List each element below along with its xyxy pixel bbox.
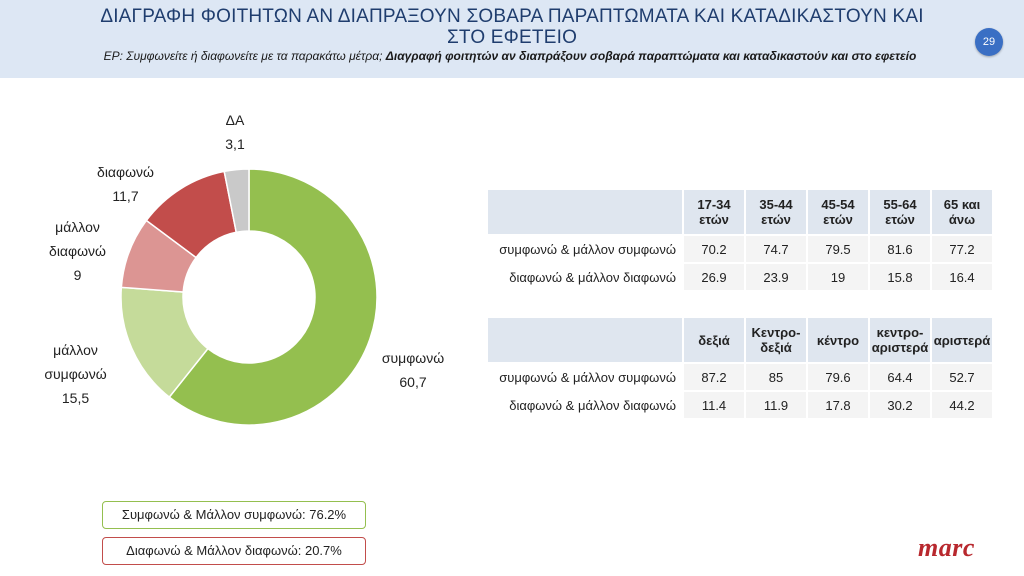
- age-table: 17-34 ετών 35-44 ετών 45-54 ετών 55-64 ε…: [486, 188, 994, 292]
- table-row: συμφωνώ & μάλλον συμφωνώ 70.2 74.7 79.5 …: [488, 236, 992, 262]
- agree-summary-box: Συμφωνώ & Μάλλον συμφωνώ: 76.2%: [102, 501, 366, 529]
- table-cell: 70.2: [684, 236, 744, 262]
- ideology-col-header: δεξιά: [684, 318, 744, 362]
- ideology-col-header: αριστερά: [932, 318, 992, 362]
- table-cell: 17.8: [808, 392, 868, 418]
- donut-slice-5: [223, 168, 250, 234]
- table-row: συμφωνώ & μάλλον συμφωνώ 87.2 85 79.6 64…: [488, 364, 992, 390]
- table-row: διαφωνώ & μάλλον διαφωνώ 11.4 11.9 17.8 …: [488, 392, 992, 418]
- table-cell: 23.9: [746, 264, 806, 290]
- table-cell: 81.6: [870, 236, 930, 262]
- slice-label-da: ΔΑ 3,1: [210, 108, 260, 156]
- age-col-header: 65 και άνω: [932, 190, 992, 234]
- slice-label-rather-disagree-value: 9: [73, 267, 82, 283]
- row-label: διαφωνώ & μάλλον διαφωνώ: [509, 397, 676, 413]
- table-cell: 26.9: [684, 264, 744, 290]
- table-cell: 15.8: [870, 264, 930, 290]
- donut-chart: [120, 168, 378, 426]
- slice-label-agree: συμφωνώ 60,7: [368, 346, 458, 394]
- age-col-header: 55-64 ετών: [870, 190, 930, 234]
- table-cell: 19: [808, 264, 868, 290]
- age-col-header: 17-34 ετών: [684, 190, 744, 234]
- row-label: διαφωνώ & μάλλον διαφωνώ: [509, 269, 676, 285]
- slice-label-disagree-value: 11,7: [112, 188, 139, 204]
- row-label: συμφωνώ & μάλλον συμφωνώ: [499, 241, 676, 257]
- title-line-2: ΣΤΟ ΕΦΕΤΕΙΟ: [446, 27, 578, 48]
- slice-label-disagree: διαφωνώ 11,7: [78, 160, 173, 208]
- header-bar: ΔΙΑΓΡΑΦΗ ΦΟΙΤΗΤΩΝ ΑΝ ΔΙΑΠΡΑΞΟΥΝ ΣΟΒΑΡΑ Π…: [0, 0, 1024, 78]
- table-cell: 11.9: [746, 392, 806, 418]
- slice-label-da-value: 3,1: [225, 136, 245, 152]
- table-cell: 74.7: [746, 236, 806, 262]
- table-cell: 87.2: [684, 364, 744, 390]
- table-cell: 79.5: [808, 236, 868, 262]
- table-cell: 16.4: [932, 264, 992, 290]
- slice-label-rather-agree: μάλλον συμφωνώ 15,5: [28, 338, 123, 410]
- table-cell: 52.7: [932, 364, 992, 390]
- slice-label-da-name: ΔΑ: [225, 112, 245, 128]
- page-number-badge: 29: [975, 28, 1003, 56]
- ideology-col-header: Κεντρο-δεξιά: [746, 318, 806, 362]
- age-table-corner: [488, 190, 682, 234]
- title-line-1: ΔΙΑΓΡΑΦΗ ΦΟΙΤΗΤΩΝ ΑΝ ΔΙΑΠΡΑΞΟΥΝ ΣΟΒΑΡΑ Π…: [100, 6, 924, 27]
- slice-label-rather-agree-value: 15,5: [61, 390, 90, 406]
- question-subtitle: ΕΡ: Συμφωνείτε ή διαφωνείτε με τα παρακά…: [60, 50, 960, 63]
- table-row: διαφωνώ & μάλλον διαφωνώ 26.9 23.9 19 15…: [488, 264, 992, 290]
- age-col-header: 45-54 ετών: [808, 190, 868, 234]
- table-cell: 79.6: [808, 364, 868, 390]
- question-prefix: ΕΡ: Συμφωνείτε ή διαφωνείτε με τα παρακά…: [103, 49, 386, 63]
- table-cell: 85: [746, 364, 806, 390]
- donut-slice-1: [168, 168, 378, 426]
- slice-label-agree-name: συμφωνώ: [381, 350, 445, 366]
- table-cell: 30.2: [870, 392, 930, 418]
- ideology-col-header: κέντρο: [808, 318, 868, 362]
- marc-logo: marc: [918, 533, 975, 562]
- row-label: συμφωνώ & μάλλον συμφωνώ: [499, 369, 676, 385]
- table-cell: 11.4: [684, 392, 744, 418]
- page-title: ΔΙΑΓΡΑΦΗ ΦΟΙΤΗΤΩΝ ΑΝ ΔΙΑΠΡΑΞΟΥΝ ΣΟΒΑΡΑ Π…: [0, 6, 1024, 48]
- ideology-col-header: κεντρο-αριστερά: [870, 318, 930, 362]
- table-cell: 77.2: [932, 236, 992, 262]
- slice-label-disagree-name: διαφωνώ: [97, 164, 154, 180]
- ideology-table-corner: [488, 318, 682, 362]
- disagree-summary-box: Διαφωνώ & Μάλλον διαφωνώ: 20.7%: [102, 537, 366, 565]
- slice-label-agree-value: 60,7: [399, 374, 427, 390]
- slice-label-rather-disagree: μάλλον διαφωνώ 9: [30, 215, 125, 287]
- question-text: Διαγραφή φοιτητών αν διαπράξουν σοβαρά π…: [385, 49, 917, 63]
- slice-label-rather-disagree-name: μάλλον διαφωνώ: [49, 219, 106, 259]
- age-col-header: 35-44 ετών: [746, 190, 806, 234]
- ideology-table: δεξιά Κεντρο-δεξιά κέντρο κεντρο-αριστερ…: [486, 316, 994, 420]
- table-cell: 64.4: [870, 364, 930, 390]
- slice-label-rather-agree-name: μάλλον συμφωνώ: [44, 342, 107, 382]
- table-cell: 44.2: [932, 392, 992, 418]
